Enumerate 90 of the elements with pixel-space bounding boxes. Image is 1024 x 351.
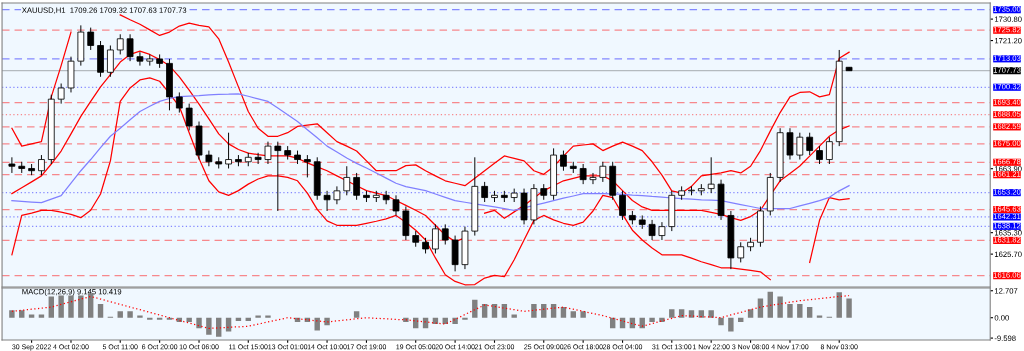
- bar: [678, 309, 685, 318]
- bar: [472, 299, 478, 318]
- bar: [68, 295, 74, 318]
- bar: [560, 307, 567, 318]
- candlestick: [737, 241, 745, 263]
- candlestick: [107, 45, 114, 78]
- candlestick: [589, 172, 597, 185]
- bar: [186, 317, 192, 322]
- candlestick: [619, 190, 626, 221]
- bar: [531, 303, 537, 318]
- line-series: [11, 295, 850, 329]
- candlestick: [205, 150, 213, 167]
- bar: [659, 317, 665, 322]
- candlestick: [225, 132, 232, 169]
- bar: [708, 310, 714, 318]
- bar: [462, 317, 468, 320]
- bar: [87, 293, 94, 318]
- bar: [787, 303, 793, 318]
- candlestick: [441, 223, 449, 245]
- bar: [353, 311, 360, 318]
- candlestick: [806, 132, 814, 156]
- candlestick: [304, 154, 311, 178]
- bar: [166, 317, 173, 320]
- bar: [767, 291, 773, 318]
- bar: [491, 303, 498, 318]
- candlestick: [264, 141, 272, 165]
- bar: [117, 311, 123, 318]
- bar: [747, 309, 754, 318]
- bar: [156, 317, 163, 320]
- bar: [324, 317, 330, 326]
- bar: [570, 311, 576, 318]
- candlestick: [274, 141, 282, 212]
- candlestick: [826, 136, 833, 165]
- candlestick: [353, 172, 360, 201]
- candlestick: [707, 156, 715, 194]
- bar: [19, 310, 25, 318]
- bar: [255, 315, 261, 318]
- candlestick: [254, 152, 262, 165]
- bar: [669, 309, 675, 318]
- bar: [777, 296, 783, 318]
- bar: [806, 307, 813, 318]
- candlestick: [8, 156, 16, 174]
- candlestick: [57, 83, 65, 105]
- candlestick: [136, 51, 144, 67]
- bar: [403, 317, 409, 322]
- bar: [265, 315, 271, 318]
- bar: [797, 303, 803, 318]
- candlestick: [579, 163, 587, 185]
- bar: [846, 298, 852, 318]
- candlestick: [599, 161, 607, 183]
- candlestick: [38, 154, 45, 176]
- bar: [147, 317, 153, 320]
- bar: [501, 303, 508, 318]
- candlestick: [116, 33, 124, 55]
- candlestick: [432, 223, 439, 254]
- bar: [127, 311, 133, 318]
- bar: [196, 317, 202, 329]
- bar: [688, 310, 695, 318]
- bar: [816, 315, 823, 318]
- bar: [9, 310, 15, 318]
- bar: [836, 292, 842, 318]
- bar: [452, 317, 458, 325]
- candlestick: [185, 103, 193, 131]
- candlestick: [87, 27, 95, 51]
- candlestick: [126, 33, 134, 62]
- candlestick: [392, 194, 400, 216]
- bar: [481, 303, 488, 318]
- candlestick: [658, 221, 666, 241]
- bar: [580, 311, 586, 318]
- candlestick: [560, 150, 567, 172]
- bar: [97, 303, 104, 318]
- bar: [58, 295, 64, 318]
- candlestick: [323, 190, 331, 212]
- bar: [78, 295, 84, 318]
- bar: [728, 317, 734, 332]
- bar: [511, 314, 517, 318]
- candlestick: [175, 91, 183, 114]
- bar: [649, 317, 655, 322]
- candlestick: [796, 132, 804, 161]
- bar: [698, 310, 705, 318]
- bar: [206, 317, 212, 335]
- bar: [225, 317, 232, 332]
- candlestick: [786, 127, 794, 161]
- bar: [137, 315, 143, 318]
- bar: [48, 296, 54, 318]
- bar: [718, 317, 724, 326]
- candlestick: [343, 165, 351, 196]
- candlestick: [648, 219, 656, 241]
- candlestick: [333, 185, 341, 205]
- candlestick: [481, 181, 489, 203]
